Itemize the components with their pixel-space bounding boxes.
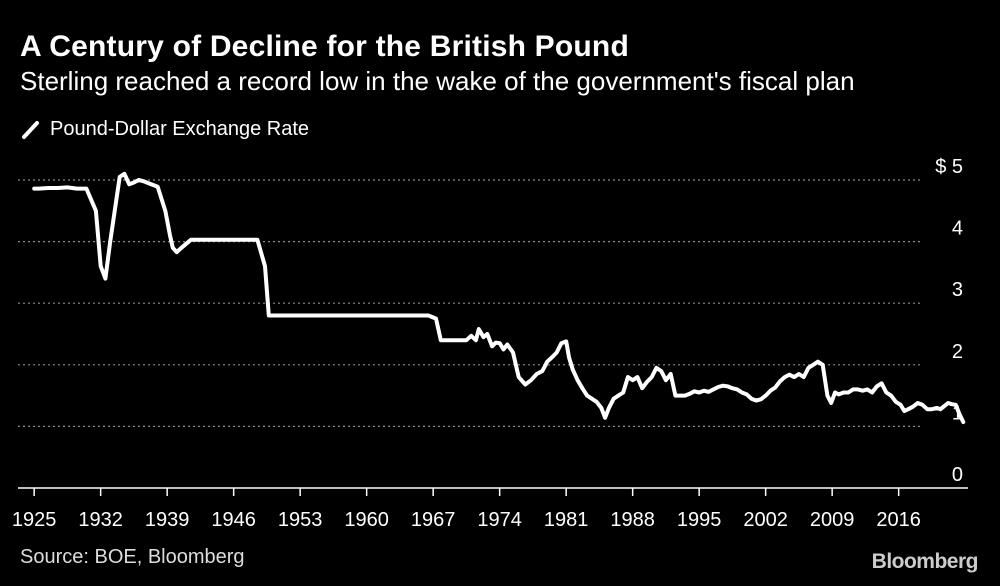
x-tick-label-1925: 1925 [12, 509, 57, 531]
legend-line-icon [22, 120, 39, 139]
legend-label: Pound-Dollar Exchange Rate [50, 118, 310, 140]
chart-title: A Century of Decline for the British Pou… [20, 30, 629, 63]
y-tick-label-2: 2 [952, 341, 963, 363]
x-tick-label-1974: 1974 [477, 509, 522, 531]
bloomberg-logo: Bloomberg [871, 550, 979, 573]
x-tick-label-2009: 2009 [810, 509, 855, 531]
y-tick-label-5: $ 5 [935, 156, 963, 178]
chart-subtitle: Sterling reached a record low in the wak… [20, 66, 855, 96]
x-tick-label-1981: 1981 [544, 509, 589, 531]
x-tick-label-1995: 1995 [677, 509, 722, 531]
series-line-pound-dollar [32, 171, 966, 425]
x-tick-label-1953: 1953 [278, 509, 323, 531]
x-tick-label-1939: 1939 [145, 509, 190, 531]
x-tick-label-1967: 1967 [411, 509, 456, 531]
x-tick-label-1960: 1960 [344, 509, 389, 531]
x-tick-label-2002: 2002 [743, 509, 788, 531]
y-tick-label-1: 1 [952, 402, 963, 424]
legend: Pound-Dollar Exchange Rate [20, 118, 309, 141]
y-tick-label-3: 3 [952, 279, 963, 301]
x-tick-label-1988: 1988 [610, 509, 655, 531]
x-tick-label-2016: 2016 [876, 509, 921, 531]
x-tick-label-1932: 1932 [78, 509, 123, 531]
y-tick-label-0: 0 [952, 464, 963, 486]
source-note: Source: BOE, Bloomberg [20, 546, 245, 568]
y-tick-label-4: 4 [952, 218, 963, 240]
x-tick-label-1946: 1946 [211, 509, 256, 531]
